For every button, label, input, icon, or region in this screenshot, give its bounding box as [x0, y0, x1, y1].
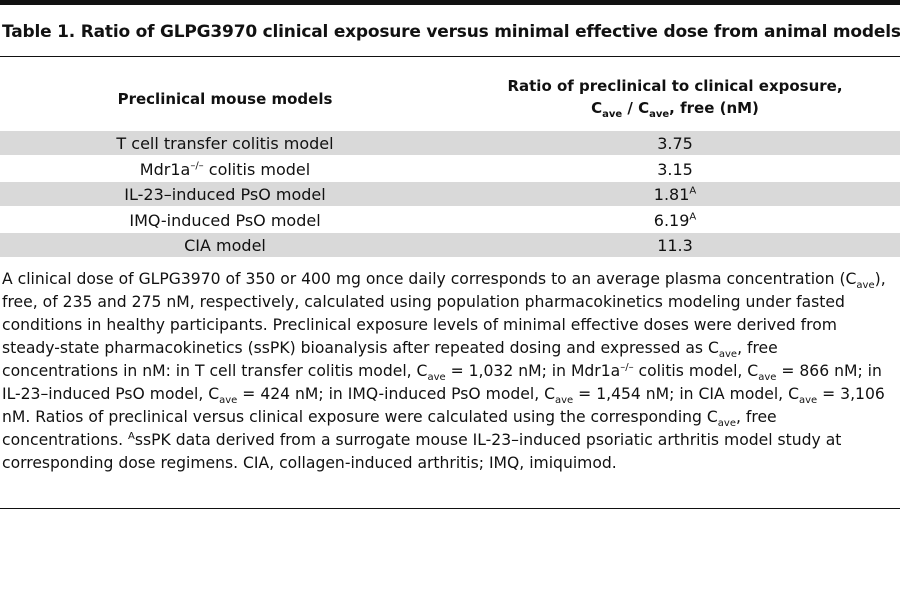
bottom-rule [0, 508, 900, 509]
ratio-value: 6.19A [653, 211, 697, 230]
header-c-text: C [591, 99, 603, 117]
ratio-value: 3.75 [657, 134, 693, 153]
table-row: IL-23–induced PsO model 1.81A [0, 182, 900, 206]
header-top-rule [0, 56, 900, 57]
top-rule [0, 0, 900, 5]
table-row: CIA model 11.3 [0, 233, 900, 257]
column-header-ratio-line2: Cave / Cave, free (nM) [450, 99, 900, 120]
model-name: T cell transfer colitis model [116, 134, 334, 153]
table-footnote: A clinical dose of GLPG3970 of 350 or 40… [2, 270, 886, 472]
header-subscript: ave [649, 109, 670, 120]
ratio-value: 11.3 [657, 236, 693, 255]
header-subscript: ave [602, 109, 623, 120]
model-name: Mdr1a–/– colitis model [139, 160, 311, 179]
table-row: T cell transfer colitis model 3.75 [0, 131, 900, 155]
column-header-ratio: Ratio of preclinical to clinical exposur… [450, 77, 900, 120]
table-row: Mdr1a–/– colitis model 3.15 [0, 157, 900, 181]
ratio-value: 1.81A [653, 185, 697, 204]
model-name: IMQ-induced PsO model [129, 211, 321, 230]
header-unit-text: , free (nM) [669, 99, 759, 117]
model-name: CIA model [184, 236, 266, 255]
table-title: Table 1. Ratio of GLPG3970 clinical expo… [2, 22, 900, 42]
ratio-value: 3.15 [657, 160, 693, 179]
column-header-ratio-line1: Ratio of preclinical to clinical exposur… [507, 77, 843, 95]
model-name: IL-23–induced PsO model [124, 185, 326, 204]
header-c-text: / C [622, 99, 650, 117]
table-row: IMQ-induced PsO model 6.19A [0, 208, 900, 232]
column-header-models: Preclinical mouse models [117, 90, 333, 108]
